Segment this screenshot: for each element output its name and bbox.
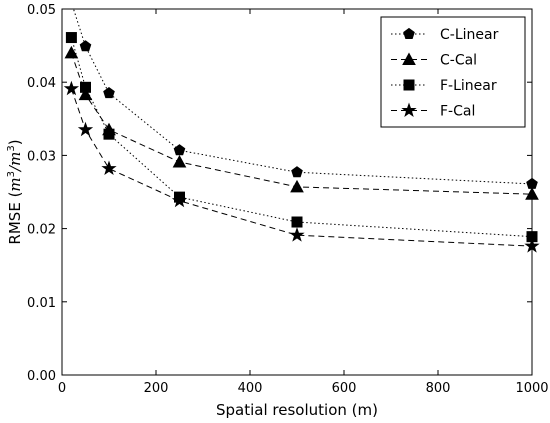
legend-marker-f-linear (403, 79, 415, 91)
plot-frame (61, 8, 533, 376)
x-tick-label: 400 (238, 381, 263, 396)
data-point-f-cal (63, 80, 80, 96)
data-point-f-linear (80, 81, 91, 93)
y-tick-label: 0.05 (27, 3, 56, 18)
legend-label: F-Cal (440, 104, 475, 120)
y-tick-label: 0.02 (27, 223, 56, 238)
axis-ticks: 0 200 400 600 800 1000 0.00 0.01 0.02 0.03 0.04 0.0… (27, 3, 549, 396)
legend-marker-c-linear (403, 27, 415, 39)
data-point-c-linear (103, 87, 115, 99)
data-point-c-linear (173, 144, 186, 156)
legend-label: C-Linear (440, 27, 499, 43)
data-point-c-cal (78, 87, 93, 101)
data-point-f-linear (65, 32, 77, 44)
legend: C-Linear C-Cal F-Linear F-Cal (380, 16, 526, 128)
data-point-c-linear (79, 40, 92, 52)
data-point-c-cal (172, 154, 187, 168)
data-point-c-linear (291, 166, 303, 178)
y-tick-label: 0.01 (27, 296, 56, 311)
data-point-f-cal (101, 160, 117, 176)
legend-label: C-Cal (440, 53, 477, 69)
data-point-f-cal (171, 192, 188, 208)
y-tick-label: 0.03 (27, 149, 56, 164)
x-tick-label: 0 (58, 381, 66, 396)
legend-label: F-Linear (440, 78, 497, 94)
x-tick-label: 800 (426, 381, 451, 396)
data-point-f-cal (289, 227, 305, 242)
y-tick-label: 0.04 (27, 76, 56, 91)
y-axis-label: RMSE (m3/m3) (6, 139, 24, 244)
x-tick-label: 600 (332, 381, 357, 396)
data-point-c-cal (64, 45, 79, 59)
data-point-f-linear (291, 216, 303, 228)
data-point-f-linear (103, 128, 115, 140)
x-tick-label: 200 (144, 381, 169, 396)
data-point-f-cal (77, 121, 94, 137)
data-point-c-cal (290, 179, 304, 193)
legend-marker-c-cal (402, 52, 416, 65)
legend-marker-f-cal (401, 102, 417, 117)
series-line-c-cal (70, 52, 532, 195)
x-axis-label: Spatial resolution (m) (216, 401, 378, 419)
series-group (70, 9, 532, 247)
y-tick-label: 0.00 (27, 369, 56, 384)
x-tick-label: 1000 (515, 381, 548, 396)
series-line-c-linear (72, 9, 532, 185)
